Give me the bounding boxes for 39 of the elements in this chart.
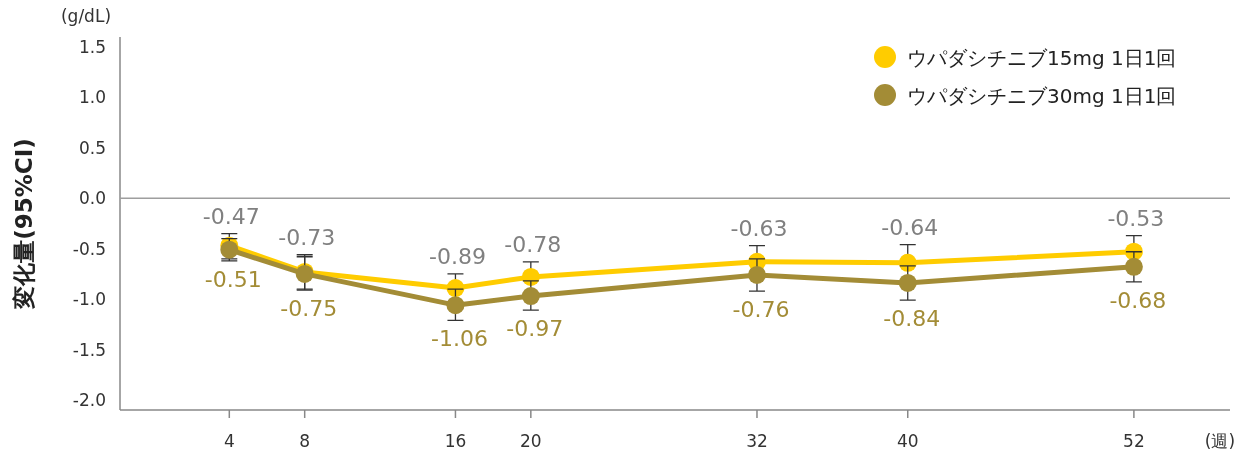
data-label: -0.47: [202, 203, 260, 229]
x-tick-label: 32: [746, 431, 768, 451]
legend-label: ウパダシチニブ15mg 1日1回: [907, 46, 1177, 70]
data-label: -0.53: [1107, 205, 1165, 231]
y-tick-label: 0.5: [78, 137, 106, 158]
y-tick-label: 1.5: [78, 37, 106, 58]
y-tick-label: -1.0: [72, 289, 106, 310]
x-tick-label: 40: [896, 431, 919, 451]
data-label: -0.89: [428, 243, 486, 269]
y-tick-label: 0.0: [78, 188, 106, 209]
data-label: -0.76: [732, 297, 790, 323]
text: (g/dL): [60, 6, 112, 26]
point: [446, 296, 465, 315]
point: [898, 273, 917, 292]
y-tick-label: 1.0: [78, 87, 106, 108]
x-axis-title: (週): [1204, 431, 1236, 451]
point: [1124, 257, 1143, 276]
y-tick-label: -0.5: [72, 238, 106, 259]
y-tick-label: -1.5: [72, 339, 106, 360]
x-tick-label: 16: [444, 431, 467, 451]
data-label: -0.63: [730, 215, 788, 241]
y-tick-label: -2.0: [72, 389, 106, 410]
data-label: -0.75: [280, 296, 338, 322]
data-label: -0.97: [506, 316, 564, 342]
data-label: -0.51: [204, 266, 262, 292]
legend-label: ウパダシチニブ30mg 1日1回: [907, 84, 1177, 108]
data-label: -0.84: [883, 306, 941, 332]
x-tick-label: 4: [223, 431, 235, 451]
x-tick-label: 52: [1123, 431, 1145, 451]
data-label: -0.68: [1109, 287, 1167, 313]
data-label: -1.06: [430, 326, 488, 352]
data-label: -0.73: [278, 224, 336, 250]
x-tick-label: 20: [520, 431, 542, 451]
data-label: -0.78: [504, 231, 562, 257]
x-tick-label: 8: [299, 431, 311, 451]
data-label: -0.64: [881, 214, 939, 240]
point: [747, 265, 766, 284]
point: [521, 287, 540, 306]
y-axis-title: 変化量(95%CI): [11, 138, 37, 310]
